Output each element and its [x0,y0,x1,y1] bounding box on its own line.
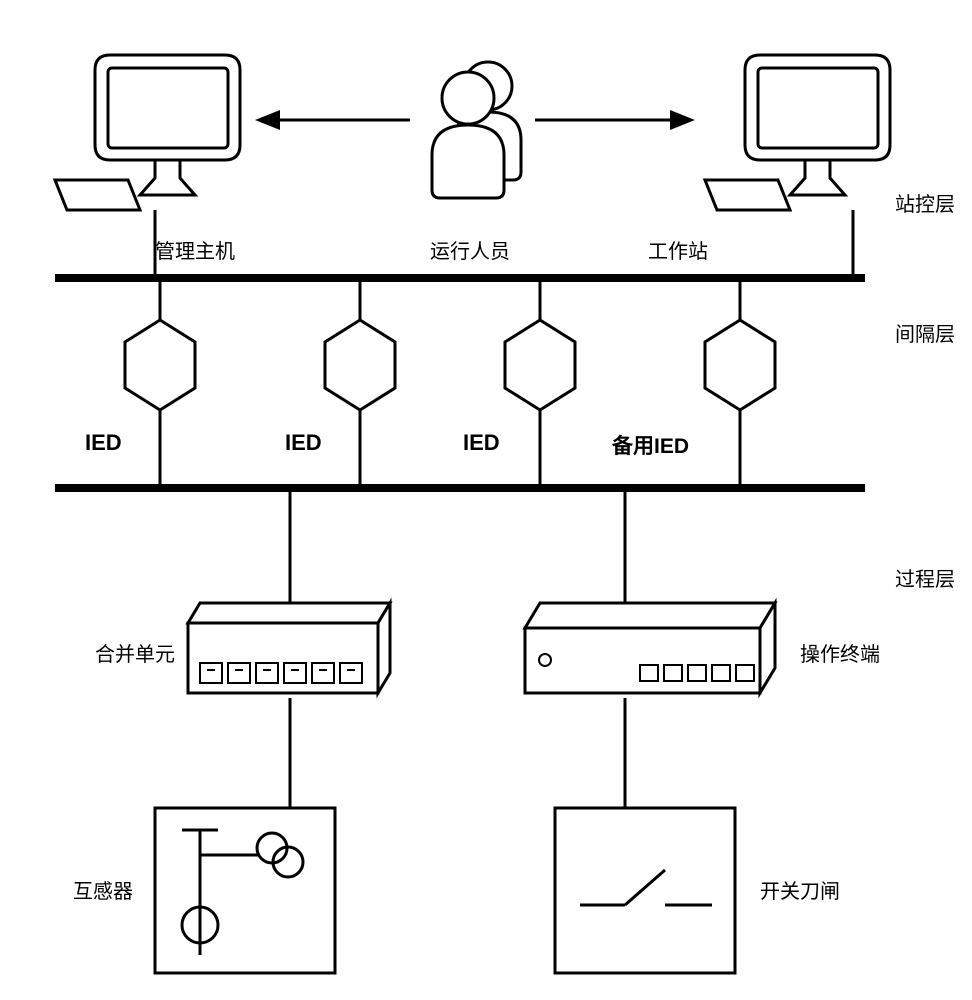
ied1-label: IED [85,430,122,456]
transformer-icon [155,808,335,973]
ied1-hex [125,320,195,410]
switch-icon [555,808,735,973]
diagram-svg [0,0,972,1000]
ied2-hex [325,320,395,410]
ied3-hex [505,320,575,410]
workstation-icon [705,55,890,210]
ied4-label: 备用IED [612,430,689,460]
workstation-label: 工作站 [648,235,708,264]
ied-hexagons [125,320,775,410]
switch-label: 开关刀闸 [760,875,840,904]
bay-layer-label: 间隔层 [895,318,955,347]
bus-bar-1 [55,274,865,282]
arrow-right-head [670,110,695,130]
substation-architecture-diagram: 管理主机 运行人员 工作站 站控层 间隔层 过程层 IED IED IED 备用… [0,0,972,1000]
operator-icon [432,62,521,198]
mgmt-host-icon [55,55,240,210]
process-layer-label: 过程层 [895,563,955,592]
op-terminal-label: 操作终端 [800,638,880,667]
mgmt-host-label: 管理主机 [155,235,235,264]
arrow-left-head [255,110,280,130]
ied4-hex [705,320,775,410]
ied3-label: IED [463,430,500,456]
ied2-label: IED [285,430,322,456]
station-layer-label: 站控层 [895,188,955,217]
operator-label: 运行人员 [430,235,510,264]
merging-unit-icon [188,603,390,693]
bus-bar-2 [55,484,865,492]
transformer-label: 互感器 [73,875,133,904]
merging-unit-label: 合并单元 [95,638,175,667]
op-terminal-icon [525,603,775,693]
